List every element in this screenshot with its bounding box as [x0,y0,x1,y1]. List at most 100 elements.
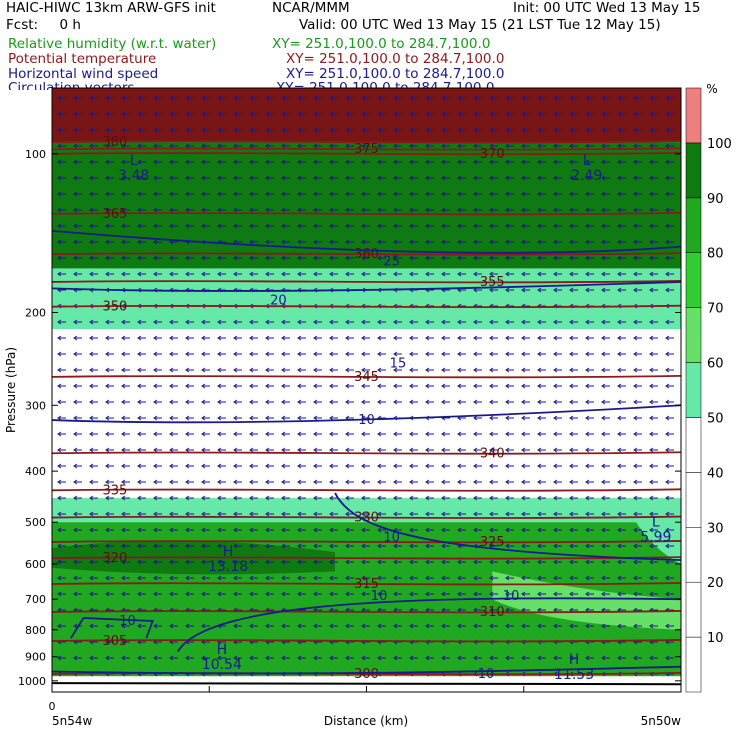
vector-head [409,143,414,149]
vector-head [409,543,414,549]
vector-head [633,351,638,357]
theta-label-340: 340 [480,446,505,461]
vector-head [297,543,302,549]
vector-head [425,127,430,133]
vector-head [505,479,510,485]
vector-head [105,191,110,197]
vector-head [265,271,270,277]
vector-head [249,431,254,437]
vector-head [57,543,62,549]
vector-head [137,527,142,533]
vector-head [185,399,190,405]
vector-head [537,287,542,293]
vector-head [601,223,606,229]
vector-head [57,415,62,421]
vector-head [73,511,78,517]
vector-head [601,159,606,165]
vector-head [425,255,430,261]
vector-head [361,367,366,373]
vector-head [425,351,430,357]
ground-line [52,682,681,686]
vector-head [313,175,318,181]
vector-head [313,335,318,341]
vector-head [217,591,222,597]
vector-head [169,383,174,389]
colorbar-swatch-1 [685,581,702,638]
vector-head [617,111,622,117]
vector-head [377,399,382,405]
vector-head [249,335,254,341]
vector-head [265,591,270,597]
vector-head [585,367,590,373]
vector-head [521,367,526,373]
wind-labels: 10 10 10 10 10 15 20 25 10 [119,254,519,681]
vector-head [633,623,638,629]
vector-head [505,415,510,421]
vector-head [425,463,430,469]
vector-head [585,159,590,165]
vector-head [377,383,382,389]
vector-head [601,255,606,261]
vector-head [473,623,478,629]
vector-head [233,271,238,277]
wind-label-3: 10 [503,589,520,604]
vector-head [505,255,510,261]
vector-head [457,383,462,389]
vector-head [393,271,398,277]
vector-head [121,175,126,181]
vector-head [217,175,222,181]
vector-head [185,623,190,629]
vector-head [297,399,302,405]
vector-head [217,431,222,437]
vector-head [569,335,574,341]
rh-band-3 [52,329,681,499]
vector-head [233,367,238,373]
vector-head [169,175,174,181]
vector-head [201,447,206,453]
vector-head [169,655,174,661]
vector-head [345,271,350,277]
vector-head [537,367,542,373]
vector-head [377,111,382,117]
vector-head [249,143,254,149]
vector-head [73,575,78,581]
vector-head [425,367,430,373]
vector-head [137,175,142,181]
vector-head [441,335,446,341]
vector-head [249,463,254,469]
vector-head [89,191,94,197]
vector-head [617,655,622,661]
vector-head [473,255,478,261]
vector-head [409,223,414,229]
vector-head [169,223,174,229]
vector-head [313,415,318,421]
vector-head [617,255,622,261]
vector-head [313,351,318,357]
vector-head [329,367,334,373]
colorbar-swatch-4 [685,417,702,473]
vector-head [89,447,94,453]
vector-head [297,143,302,149]
vector-head [537,111,542,117]
vector-head [281,591,286,597]
vector-head [153,223,158,229]
vector-head [441,159,446,165]
vector-head [329,495,334,501]
vector-head [105,351,110,357]
vector-head [537,239,542,245]
vector-head [185,175,190,181]
vector-head [489,431,494,437]
vector-head [649,559,654,565]
vector-head [249,479,254,485]
field-rh-label: Relative humidity (w.r.t. water) [8,36,217,52]
vector-head [249,543,254,549]
vector-head [441,191,446,197]
vector-head [633,95,638,101]
vector-head [441,527,446,533]
vector-head [153,655,158,661]
vector-head [185,431,190,437]
vector-head [217,655,222,661]
vector-head [409,111,414,117]
vector-head [633,431,638,437]
vector-head [585,447,590,453]
